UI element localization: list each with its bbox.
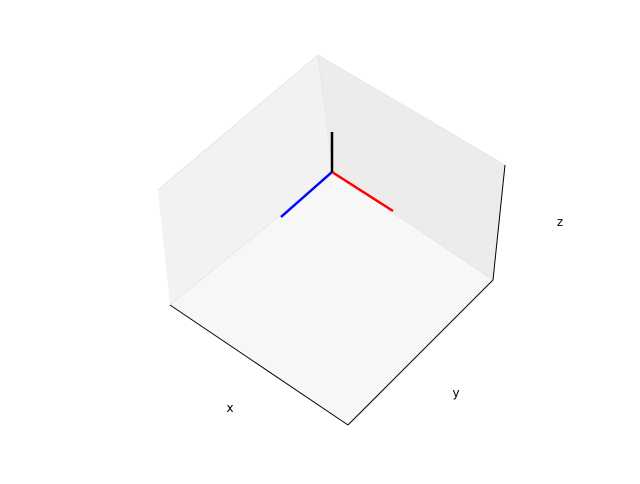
series-line-0 — [280, 171, 333, 218]
pane-edge-right — [317, 54, 506, 166]
pane-edge-left — [157, 54, 319, 191]
series-line-1 — [331, 170, 394, 213]
series-layer — [280, 132, 394, 218]
pane-edge-vertical — [317, 54, 334, 173]
axis-lines — [169, 164, 506, 426]
x-axis-line — [169, 304, 349, 426]
y-axis-line — [347, 279, 494, 426]
x-axis-label: x — [226, 401, 233, 415]
pane-right — [318, 55, 505, 280]
axes-panes — [157, 54, 506, 425]
pane-left — [158, 55, 333, 305]
z-axis-line — [492, 164, 506, 281]
pane-floor — [170, 172, 493, 425]
y-axis-label: y — [452, 386, 459, 400]
z-axis-label: z — [557, 215, 563, 229]
